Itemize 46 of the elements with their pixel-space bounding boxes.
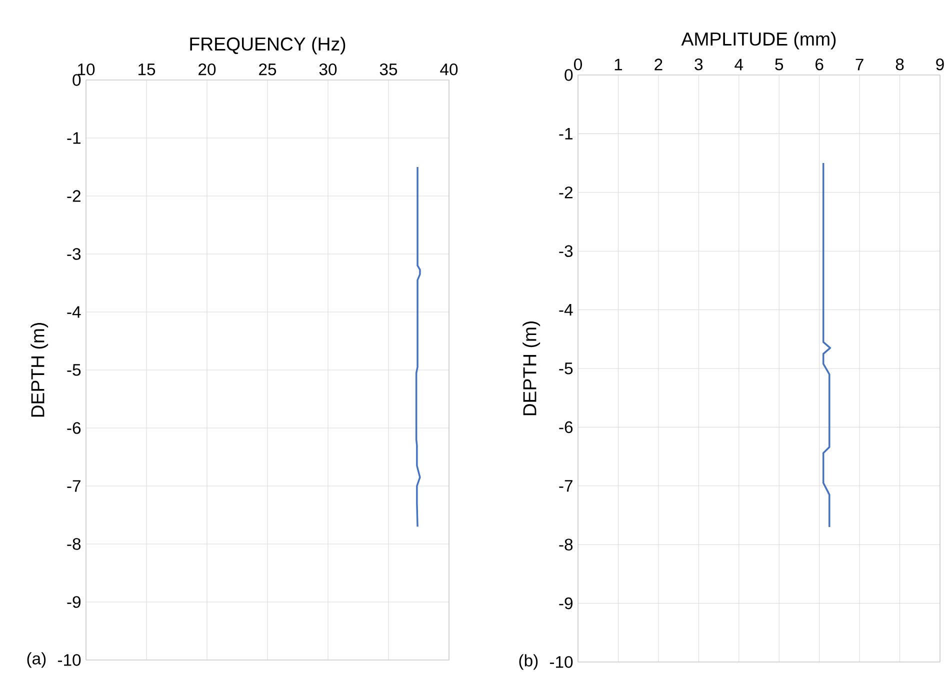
y-tick-label: -1 [559,128,572,140]
text: (b) [519,654,538,670]
y-tick-label: -7 [559,480,572,492]
y-tick-label: -8 [67,538,81,550]
text: (a) [27,652,46,668]
y-tick-label: -6 [67,422,81,434]
x-tick-label: 3 [694,58,703,70]
x-tick-label: 30 [319,63,337,76]
y-axis-title: DEPTH (m) [522,321,540,416]
y-tick-label: 0 [72,74,81,86]
x-tick-label: 1 [614,58,622,70]
y-tick-label: -3 [67,248,81,260]
line-series [822,162,832,528]
x-tick-label: 15 [138,64,156,76]
x-axis-title: AMPLITUDE (mm) [681,32,836,50]
x-tick-label: 5 [775,58,784,70]
x-tick-label: 0 [574,58,582,70]
x-axis-title: FREQUENCY (Hz) [190,36,346,54]
y-tick-label: -10 [58,654,81,666]
y-tick-label: -1 [67,132,80,144]
x-tick-label: 8 [896,58,904,70]
y-tick-label: -8 [559,538,573,550]
x-tick-label: 2 [654,58,662,70]
x-tick-label: 20 [198,63,216,76]
y-tick-label: -9 [67,596,81,608]
y-tick-label: -2 [67,190,80,202]
x-tick-label: 10 [78,63,95,76]
y-tick-label: -4 [559,304,573,316]
y-tick-label: -6 [559,421,573,434]
x-tick-label: 7 [856,58,864,70]
line-series [415,166,421,528]
y-tick-label: -5 [559,362,573,374]
y-axis-title: DEPTH (m) [30,322,48,417]
x-tick-label: 35 [380,63,398,76]
y-tick-label: -3 [559,245,573,257]
y-tick-label: -9 [559,597,573,610]
y-tick-label: -10 [550,656,573,668]
x-tick-label: 40 [440,63,458,76]
x-tick-label: 25 [259,63,276,76]
y-tick-label: -7 [67,480,80,492]
y-tick-label: -5 [67,364,81,376]
y-tick-label: -2 [559,186,572,198]
y-tick-label: -4 [67,306,81,318]
x-tick-label: 6 [816,58,824,70]
x-tick-label: 4 [734,58,744,70]
x-tick-label: 9 [936,58,944,70]
